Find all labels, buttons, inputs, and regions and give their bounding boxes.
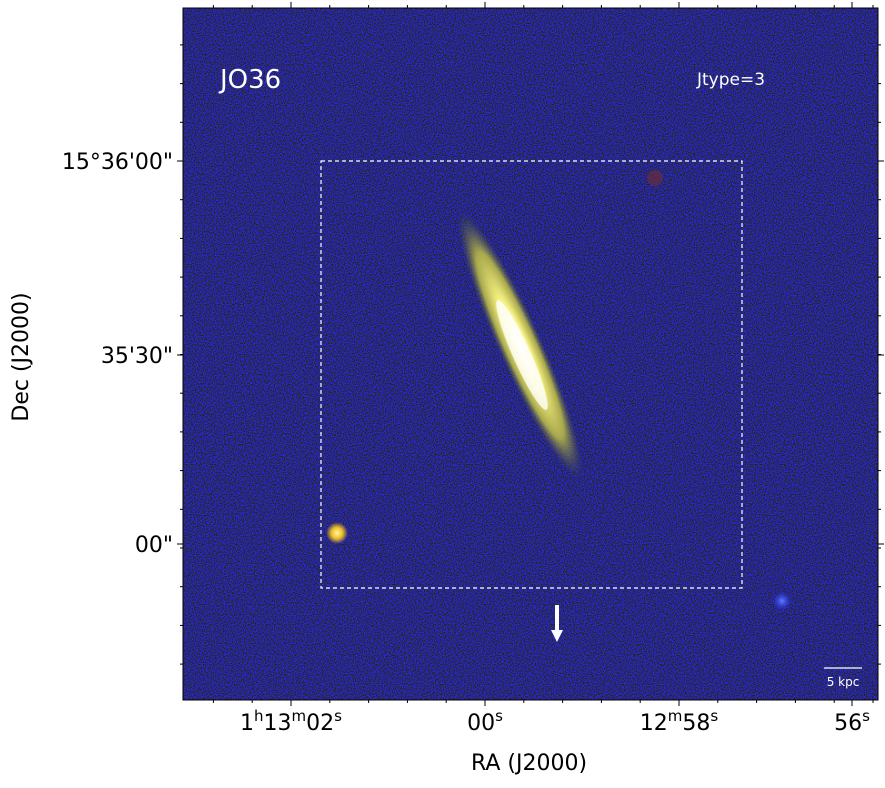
scale-label: 5 kpc — [827, 675, 860, 689]
y-tick-label: 15°36'00" — [62, 150, 173, 175]
tick-label-part: 58 — [682, 711, 710, 736]
arrow — [551, 605, 563, 642]
y-tick-label: 35'30" — [101, 344, 173, 369]
tick-label-part: 13 — [264, 711, 292, 736]
x-tick-label: 12m58s — [640, 707, 719, 736]
tick-label-part: m — [668, 707, 683, 725]
tick-label-part: 00 — [467, 711, 495, 736]
x-tick-label: 1h13m02s — [240, 707, 342, 736]
tick-label-part: 1 — [240, 711, 254, 736]
tick-label-part: 12 — [640, 711, 668, 736]
tick-label-part: s — [495, 707, 503, 725]
x-tick-label: 56s — [834, 707, 870, 736]
tick-label-part: 56 — [834, 711, 862, 736]
tick-label-part: s — [334, 707, 342, 725]
image — [183, 8, 878, 700]
field-box — [320, 160, 743, 589]
x-label: RA (J2000) — [471, 751, 587, 776]
ticks: 15°36'00"35'30"00"1h13m02s 00s 12m58s 56s — [62, 2, 884, 736]
y-tick-label: 00" — [135, 533, 173, 558]
panel-title: JO36 — [218, 65, 281, 95]
x-tick-label: 00s — [467, 707, 503, 736]
annotation: Jtype=3 — [696, 70, 765, 90]
tick-label-part: s — [710, 707, 718, 725]
tick-label-part: s — [862, 707, 870, 725]
tick-label-part: h — [254, 707, 264, 725]
tick-label-part: m — [292, 707, 307, 725]
y-label: Dec (J2000) — [9, 292, 34, 421]
tick-label-part: 02 — [306, 711, 334, 736]
